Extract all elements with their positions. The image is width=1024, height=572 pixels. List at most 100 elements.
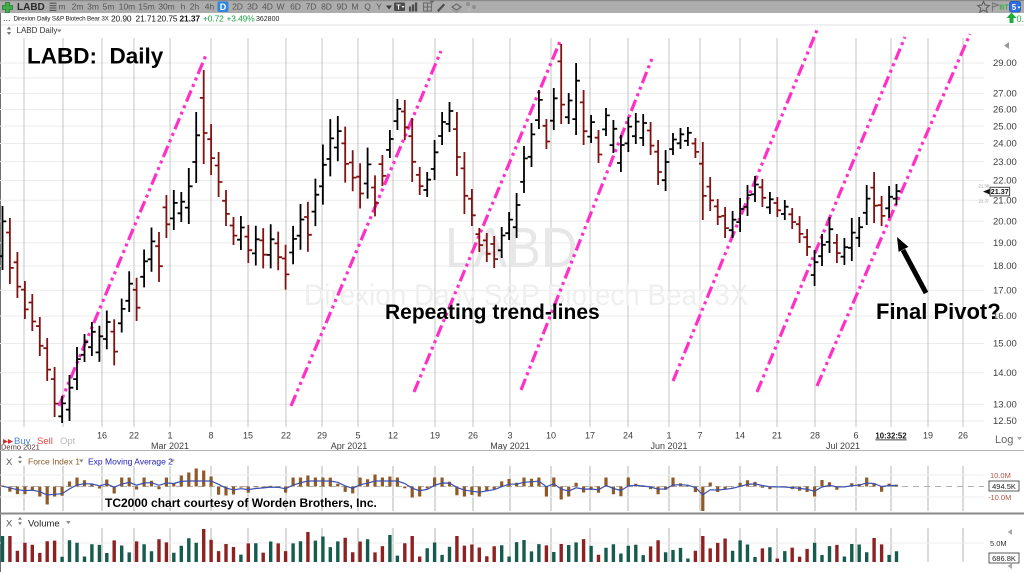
svg-text:-10.0M: -10.0M: [988, 493, 1011, 502]
svg-text:20.00: 20.00: [993, 216, 1017, 227]
svg-text:Jun 2021: Jun 2021: [650, 441, 687, 451]
svg-text:4D: 4D: [262, 2, 273, 12]
svg-text:24.00: 24.00: [993, 139, 1017, 150]
svg-text:Repeating trend-lines: Repeating trend-lines: [385, 301, 600, 324]
svg-text:362800: 362800: [256, 16, 279, 23]
svg-text:May 2021: May 2021: [490, 441, 530, 451]
svg-text:25.00: 25.00: [993, 121, 1017, 132]
svg-text:9D: 9D: [337, 2, 348, 12]
svg-text:16.00: 16.00: [993, 311, 1017, 322]
svg-text:21.37: 21.37: [979, 199, 990, 204]
svg-text:8: 8: [208, 431, 213, 441]
svg-text:Log: Log: [995, 434, 1013, 446]
svg-text:27.00: 27.00: [993, 89, 1017, 100]
svg-text:...: ...: [3, 13, 11, 23]
svg-text:12.50: 12.50: [993, 416, 1017, 427]
svg-text:14.00: 14.00: [993, 368, 1017, 379]
svg-text:Jul 2021: Jul 2021: [826, 441, 860, 451]
svg-text:7D: 7D: [306, 2, 317, 12]
svg-text:24: 24: [623, 431, 633, 441]
svg-text:m: m: [58, 2, 65, 12]
svg-text:6D: 6D: [290, 2, 301, 12]
svg-text:X: X: [6, 457, 13, 468]
svg-text:23.00: 23.00: [993, 157, 1017, 168]
svg-text:0.7: 0.7: [1017, 14, 1024, 24]
svg-text:22: 22: [129, 431, 139, 441]
svg-text:26: 26: [958, 431, 968, 441]
svg-text:Apr 2021: Apr 2021: [331, 441, 368, 451]
svg-text:T: T: [396, 4, 401, 11]
svg-text:BT: BT: [999, 5, 1009, 12]
svg-text:Demo 2021: Demo 2021: [1, 443, 40, 452]
svg-text:2h: 2h: [190, 2, 200, 12]
svg-text:3: 3: [507, 431, 512, 441]
svg-text:7: 7: [697, 431, 702, 441]
svg-text:1: 1: [167, 431, 172, 441]
svg-text:13.00: 13.00: [993, 400, 1017, 411]
svg-text:12: 12: [388, 431, 398, 441]
svg-text:Exp Moving Average 2: Exp Moving Average 2: [88, 457, 173, 467]
svg-text:19: 19: [430, 431, 440, 441]
svg-text:19: 19: [923, 431, 933, 441]
svg-text:494.5K: 494.5K: [992, 482, 1016, 491]
svg-text:22: 22: [281, 431, 291, 441]
svg-text:5: 5: [1012, 3, 1017, 12]
svg-text:LABD: LABD: [445, 216, 577, 279]
svg-text:26: 26: [468, 431, 478, 441]
svg-text:22.00: 22.00: [993, 176, 1017, 187]
svg-text:1: 1: [666, 431, 671, 441]
svg-text:Sell: Sell: [37, 436, 53, 447]
svg-text:Force Index 1: Force Index 1: [28, 457, 80, 467]
svg-text:30m: 30m: [158, 2, 175, 12]
svg-text:M: M: [351, 2, 358, 12]
svg-text:20.75: 20.75: [157, 13, 178, 23]
svg-text:LABD Daily: LABD Daily: [17, 26, 58, 35]
svg-text:X: X: [6, 519, 13, 530]
svg-text:W: W: [276, 2, 284, 12]
svg-text:Buy: Buy: [14, 436, 31, 447]
svg-text:Direxion Daily S&P Biotech Bea: Direxion Daily S&P Biotech Bear 3X: [14, 15, 110, 22]
svg-text:6: 6: [853, 431, 858, 441]
svg-text:4h: 4h: [205, 2, 215, 12]
svg-text:Y: Y: [376, 2, 382, 12]
svg-text:15: 15: [243, 431, 253, 441]
svg-text:21.71: 21.71: [136, 13, 157, 23]
svg-text:28: 28: [810, 431, 820, 441]
svg-text:21.38: 21.38: [979, 184, 990, 189]
svg-text:8D: 8D: [321, 2, 332, 12]
svg-text:Direxion Daily S&P Biotech Bea: Direxion Daily S&P Biotech Bear 3X: [304, 279, 748, 312]
svg-text:29.00: 29.00: [993, 58, 1017, 69]
svg-text:Opt: Opt: [60, 436, 76, 447]
svg-text:LABD: LABD: [17, 2, 45, 13]
svg-text:LABD: Daily: LABD: Daily: [27, 44, 164, 69]
svg-text:14: 14: [735, 431, 745, 441]
svg-text:Q: Q: [364, 2, 371, 12]
svg-text:20.90: 20.90: [111, 13, 132, 23]
svg-text:5: 5: [355, 431, 360, 441]
svg-text:21.37: 21.37: [180, 13, 201, 23]
svg-text:5.0M: 5.0M: [990, 539, 1007, 548]
svg-text:Volume: Volume: [28, 519, 60, 530]
svg-text:686.8K: 686.8K: [992, 554, 1016, 563]
svg-text:15m: 15m: [138, 2, 155, 12]
svg-text:h: h: [181, 2, 186, 12]
svg-text:3D: 3D: [247, 2, 258, 12]
svg-text:D: D: [220, 2, 227, 12]
svg-text:18.00: 18.00: [993, 261, 1017, 272]
svg-text:10m: 10m: [119, 2, 136, 12]
svg-text:10.0M: 10.0M: [990, 471, 1011, 480]
svg-text:5m: 5m: [103, 2, 115, 12]
svg-text:21: 21: [772, 431, 782, 441]
svg-text:TC2000 chart courtesy of Worde: TC2000 chart courtesy of Worden Brothers…: [105, 496, 377, 510]
svg-text:3m: 3m: [87, 2, 99, 12]
svg-text:+0.72: +0.72: [203, 13, 224, 23]
svg-text:+3.49%: +3.49%: [227, 13, 256, 23]
svg-text:21.37: 21.37: [991, 187, 1009, 196]
svg-text:2D: 2D: [232, 2, 243, 12]
svg-text:10:32:52: 10:32:52: [875, 432, 907, 441]
svg-text:21.00: 21.00: [993, 196, 1017, 207]
svg-text:29: 29: [317, 431, 327, 441]
svg-text:17.00: 17.00: [993, 285, 1017, 296]
svg-text:15.00: 15.00: [993, 339, 1017, 350]
svg-text:19.00: 19.00: [993, 238, 1017, 249]
